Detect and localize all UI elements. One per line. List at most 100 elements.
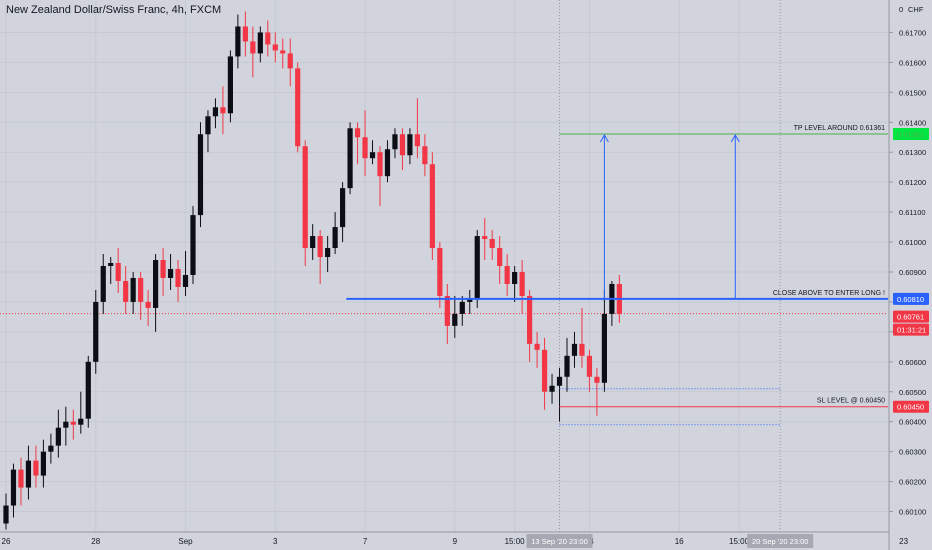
candle-body [519,271,525,296]
entry-price-tag: 0.60810 [897,295,924,304]
price-tick-label: 0.61700 [899,28,926,37]
time-tick-label: 15:00 [729,537,750,546]
current-price-tag-bg [893,310,929,323]
crosshair-time-tag: 13 Sep '20 23:00 [531,537,587,546]
candle-body [145,301,151,308]
candle-body [265,32,271,45]
candle-body [541,349,548,392]
candle-body [601,313,607,383]
candle-body [100,266,106,302]
candle-body [287,53,293,69]
candle-body [227,56,233,114]
candle-body [108,263,114,266]
sl-price-tag: 0.60450 [897,403,924,412]
candle-body [564,355,570,377]
price-tick-label: 0.61000 [899,238,926,247]
sl-level-label: SL LEVEL @ 0.60450 [817,398,885,405]
candle-body [48,445,54,452]
time-tick-label: 23 [899,537,908,546]
candle-body [280,50,286,54]
price-tick-label: 0.61500 [899,88,926,97]
price-axis: 0 CHF 0.61700 0.61600 0.61500 0.61400 0.61300 0… [888,0,932,550]
tp-level-label: TP LEVEL AROUND 0.61361 [794,125,886,132]
candle-body [235,26,241,57]
candle-body [3,505,9,524]
price-tick-label: 0.61600 [899,58,926,67]
price-tick-label: 0.60300 [899,448,926,457]
candle-body [55,427,61,446]
entry-level-label: CLOSE ABOVE TO ENTER LONG ! [773,290,885,297]
price-axis-currency: CHF [908,5,924,14]
candle-body [482,236,488,240]
candle-body [123,280,129,302]
grid [0,0,905,532]
candle-body [452,313,458,326]
crosshair-time-tag-bg [526,534,593,548]
price-tick-label: 0.60200 [899,478,926,487]
candle-body [586,355,593,377]
candle-body [257,32,263,54]
candle-body [512,271,518,284]
candle-body [63,421,69,428]
candle-body [459,301,465,314]
candle-body [272,44,278,51]
candle-body [40,451,46,476]
candle-body [444,295,450,326]
target-arrow-head [599,133,609,143]
candle-body [534,343,540,350]
candle-body [212,107,219,117]
candle-body [295,68,301,147]
candle-body [437,248,443,296]
candle-body [549,385,555,392]
candle-body [527,295,533,344]
candle-body [190,215,196,275]
time-tick-label: 3 [273,537,278,546]
candle-body [347,128,353,189]
countdown-tag-bg [893,323,929,336]
candle-body [429,164,435,249]
candle-body [115,263,121,281]
tp-price-tag-bg [893,127,929,140]
target-arrow-head [730,133,740,143]
candle-body [579,343,585,356]
candle-body [70,421,76,425]
time-tick-label: 16 [675,537,684,546]
candle-body [160,260,166,278]
candle-body [467,298,473,302]
price-axis-bg [889,0,932,550]
candle-body [175,268,181,287]
countdown-tag: 01:31:21 [897,326,926,335]
candle-body [182,274,189,287]
candle-body [497,248,503,266]
sl-price-tag-bg [893,400,929,413]
candle-body [302,146,308,249]
candle-body [414,134,420,147]
time-tick-label: Sep [178,537,193,546]
candle-body [422,146,428,165]
candle-body [571,343,578,356]
candle-body [399,134,406,156]
candle-body [325,248,331,258]
candle-body [10,469,17,506]
price-tick-label: 0.60500 [899,388,926,397]
candle-body [474,236,480,299]
candle-body [85,361,91,419]
candle-body [93,301,99,362]
future-time-tag-bg [747,534,814,548]
candle-body [130,277,136,302]
future-time-tag: 20 Sep '20 23:00 [752,537,808,546]
time-tick-label: 7 [363,537,368,546]
candle-body [220,107,226,114]
candle-body [332,227,338,249]
price-tick-label: 0.61300 [899,148,926,157]
price-tick-label: 0.61400 [899,118,926,127]
candle-body [556,376,563,386]
candle-body [153,260,159,308]
time-tick-label: 15:00 [505,537,526,546]
candle-body [407,134,413,156]
tp-price-tag: 0.61361 [897,130,924,139]
